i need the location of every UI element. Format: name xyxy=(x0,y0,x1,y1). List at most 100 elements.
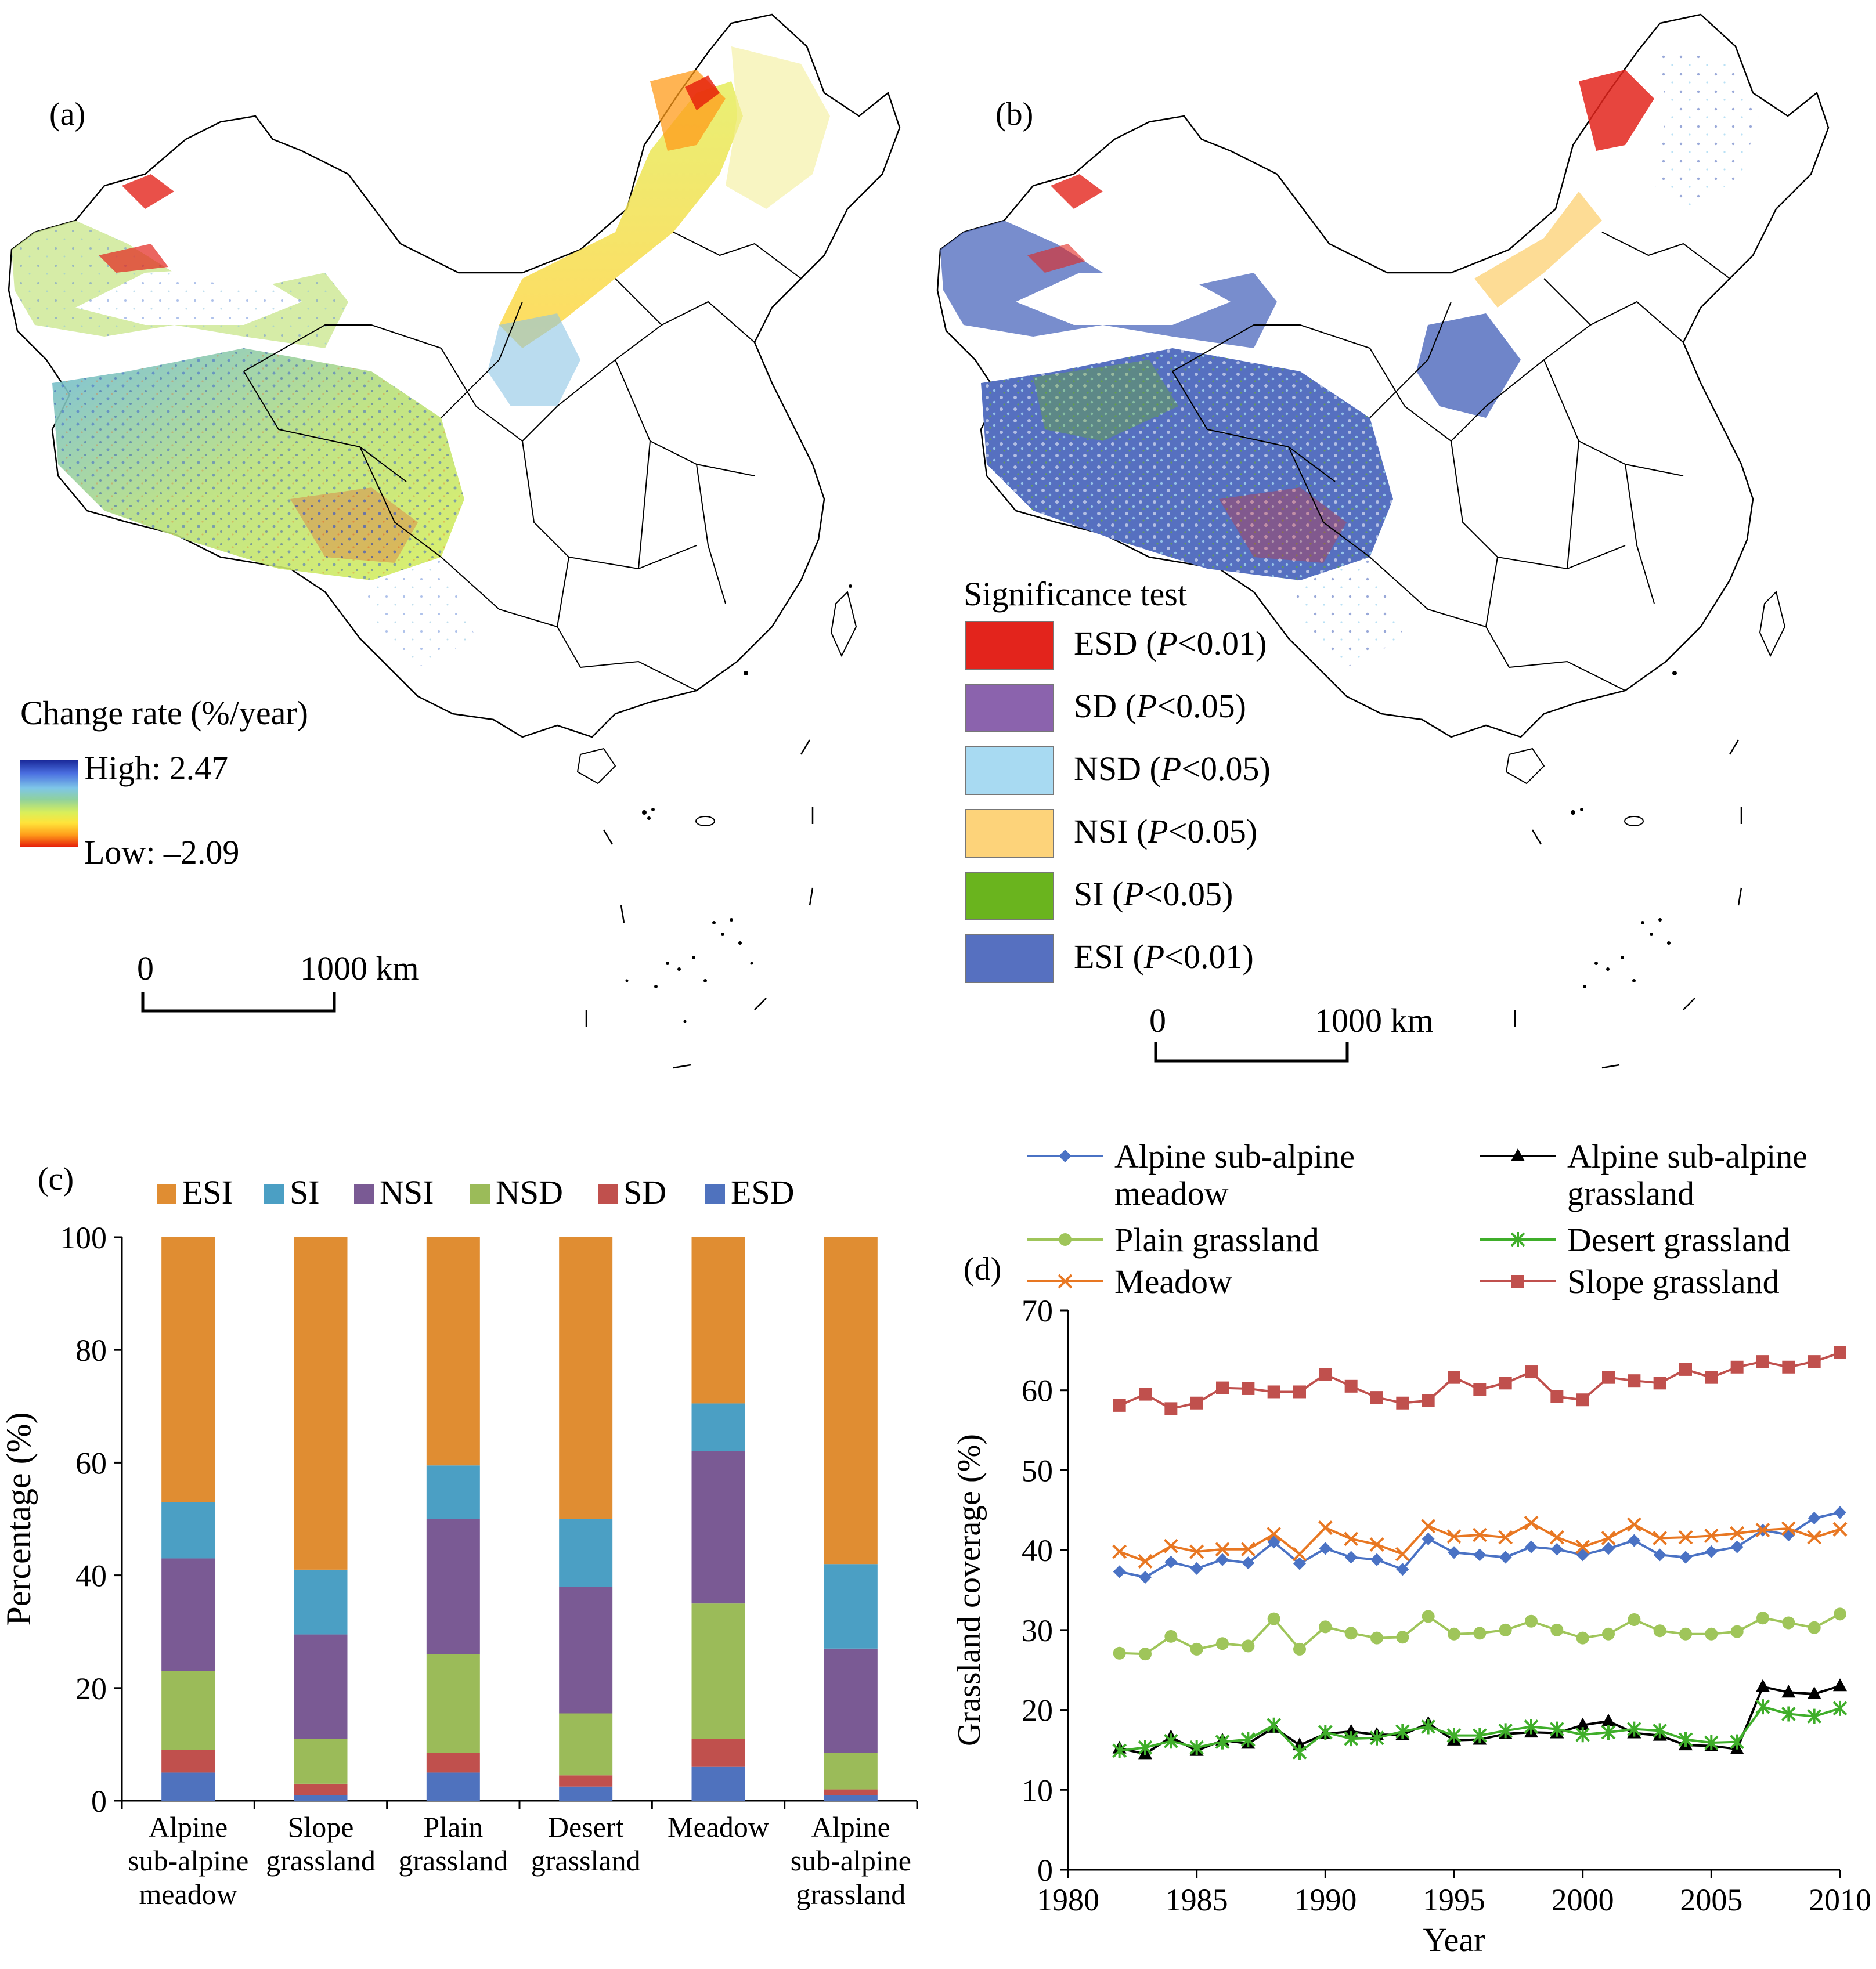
data-point xyxy=(1293,1557,1306,1570)
data-point xyxy=(1549,1530,1564,1545)
x-tick-label: 1995 xyxy=(1423,1883,1485,1917)
scale-bar-a xyxy=(141,992,336,1013)
legend-marker xyxy=(1511,1275,1524,1288)
data-point xyxy=(1807,1708,1822,1724)
legend-item-plain-grassland: Plain grassland xyxy=(1027,1221,1319,1259)
data-point xyxy=(1215,1542,1230,1557)
legend-label-esi: ESI (P<0.01) xyxy=(1074,938,1254,976)
data-point xyxy=(1395,1724,1410,1739)
bar-si xyxy=(294,1569,348,1635)
legend-label-esi: ESI xyxy=(182,1173,233,1211)
bar-nsd xyxy=(559,1713,613,1776)
bar-nsi xyxy=(824,1648,878,1753)
scale-b-label: 1000 km xyxy=(1315,1002,1434,1039)
legend-label: Plain grassland xyxy=(1114,1221,1319,1259)
data-point xyxy=(1267,1527,1282,1542)
bar-si xyxy=(161,1502,215,1559)
x-tick-label: sub-alpine xyxy=(128,1844,248,1877)
scale-bar-b xyxy=(1154,1042,1349,1063)
bar-esd xyxy=(691,1766,745,1801)
data-point xyxy=(1704,1735,1719,1751)
bar-si xyxy=(824,1564,878,1649)
legend-swatch-nsd xyxy=(965,746,1054,795)
y-tick-label: 80 xyxy=(75,1333,107,1368)
data-point xyxy=(1499,1551,1512,1564)
data-point xyxy=(1113,1565,1126,1578)
data-point xyxy=(1808,1621,1821,1634)
legend-label: meadow xyxy=(1114,1175,1229,1212)
data-point xyxy=(1730,1360,1744,1374)
data-point xyxy=(1318,1520,1333,1535)
legend-label-nsi: NSI (P<0.05) xyxy=(1074,812,1258,850)
bar-nsd xyxy=(161,1671,215,1750)
bar-esd xyxy=(294,1795,348,1801)
data-point xyxy=(1679,1551,1692,1564)
legend-swatch-esi xyxy=(965,934,1054,983)
y-tick-label: 0 xyxy=(1037,1853,1053,1888)
data-point xyxy=(1319,1368,1332,1381)
data-point xyxy=(1164,1555,1178,1569)
bar-si xyxy=(691,1403,745,1451)
data-point xyxy=(1189,1544,1204,1559)
data-point xyxy=(1601,1531,1616,1545)
data-point xyxy=(1782,1616,1795,1630)
data-point xyxy=(1704,1528,1719,1543)
data-point xyxy=(1446,1529,1462,1544)
panel-label-c: (c) xyxy=(38,1161,74,1197)
x-tick-label: Plain xyxy=(423,1811,483,1843)
legend-swatch-si xyxy=(264,1184,284,1204)
data-point xyxy=(1138,1740,1153,1755)
change-rate-title: Change rate (%/year) xyxy=(20,694,308,732)
data-point xyxy=(1756,1612,1769,1625)
data-point xyxy=(1807,1530,1822,1545)
legend-label-sd: SD (P<0.05) xyxy=(1074,687,1246,725)
data-point xyxy=(1705,1545,1718,1558)
legend-marker xyxy=(1058,1274,1073,1289)
change-rate-gradient xyxy=(20,760,78,847)
bar-sd xyxy=(691,1739,745,1767)
x-tick-label: 1990 xyxy=(1294,1883,1357,1917)
legend-label-nsd: NSD (P<0.05) xyxy=(1074,750,1271,787)
bar-sd xyxy=(294,1783,348,1795)
legend-marker xyxy=(1511,1148,1525,1161)
data-point xyxy=(1679,1363,1692,1376)
data-point xyxy=(1164,1402,1178,1415)
data-point xyxy=(1833,1678,1847,1692)
data-point xyxy=(1808,1512,1821,1525)
data-point xyxy=(1369,1537,1384,1552)
scale-a-label: 1000 km xyxy=(300,949,419,987)
bar-esd xyxy=(161,1772,215,1801)
data-point xyxy=(1267,1385,1280,1399)
bar-sd xyxy=(824,1789,878,1795)
data-point xyxy=(1678,1530,1693,1545)
x-tick-label: Slope xyxy=(288,1811,354,1843)
data-point xyxy=(1240,1542,1256,1557)
series-alpine-sub-alpine-meadow xyxy=(1113,1506,1846,1584)
x-tick-label: meadow xyxy=(139,1878,237,1910)
data-point xyxy=(1473,1548,1487,1562)
y-tick-label: 30 xyxy=(1022,1613,1053,1648)
data-point xyxy=(1139,1570,1152,1584)
data-point xyxy=(1807,1686,1821,1700)
data-point xyxy=(1601,1725,1616,1740)
data-point xyxy=(1730,1734,1745,1750)
y-tick-label: 20 xyxy=(75,1671,107,1706)
data-point xyxy=(1190,1562,1203,1575)
data-point xyxy=(1163,1538,1178,1553)
data-point xyxy=(1575,1717,1590,1730)
x-tick-label: grassland xyxy=(398,1844,508,1877)
data-point xyxy=(1550,1623,1564,1636)
legend-swatch-sd xyxy=(598,1184,618,1204)
data-point xyxy=(1369,1730,1384,1746)
map-a xyxy=(8,13,901,1069)
data-point xyxy=(1602,1542,1615,1555)
y-axis-label: Grassland coverage (%) xyxy=(951,1434,987,1746)
data-point xyxy=(1602,1371,1615,1384)
legend-item-meadow: Meadow xyxy=(1027,1263,1232,1300)
y-tick-label: 40 xyxy=(1022,1533,1053,1568)
data-point xyxy=(1190,1396,1203,1410)
legend-swatch-esi xyxy=(157,1184,176,1204)
data-point xyxy=(1601,1713,1615,1726)
